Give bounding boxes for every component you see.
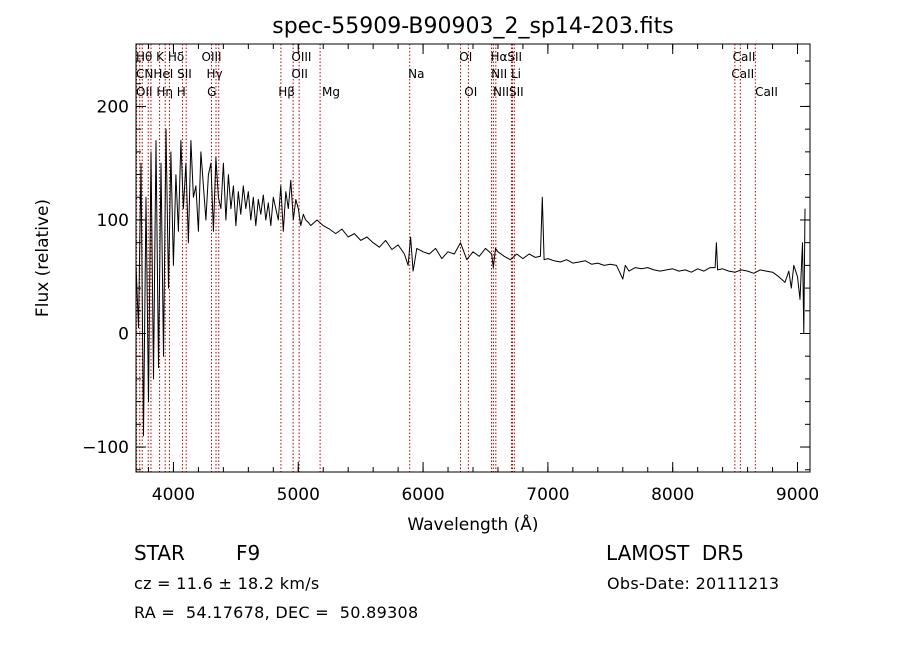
line-marker-label: CaII: [755, 85, 778, 99]
line-marker-label: Hγ: [207, 67, 223, 81]
coordinates-readout: RA = 54.17678, DEC = 50.89308: [134, 603, 419, 622]
y-tick-label: 0: [118, 324, 129, 344]
line-marker-label: G: [207, 85, 216, 99]
line-marker-label: Mg: [322, 85, 340, 99]
x-tick-label: 4000: [152, 485, 195, 505]
line-marker-label: OI: [459, 50, 472, 64]
x-tick-label: 8000: [651, 485, 694, 505]
survey-label: LAMOST DR5: [606, 541, 744, 565]
line-marker-label: CNHeI SII: [136, 67, 192, 81]
line-marker-label: NIISII: [493, 85, 524, 99]
line-marker-label: Na: [408, 67, 424, 81]
y-tick-label: 100: [97, 211, 129, 231]
chart-title: spec-55909-B90903_2_sp14-203.fits: [272, 14, 674, 39]
x-tick-label: 9000: [776, 485, 819, 505]
line-marker-label: HαSII: [490, 50, 522, 64]
x-tick-label: 5000: [277, 485, 320, 505]
spectrum-line: [135, 128, 806, 437]
line-marker-label: OI: [464, 85, 477, 99]
line-marker-label: Hθ K Hδ: [136, 50, 184, 64]
object-class: STAR: [134, 541, 185, 565]
y-tick-label: 200: [97, 97, 129, 117]
velocity-readout: cz = 11.6 ± 18.2 km/s: [134, 574, 320, 593]
plot-frame: [135, 43, 811, 473]
line-marker-label: OII Hη H: [136, 85, 186, 99]
line-marker-label: OIII: [202, 50, 222, 64]
y-axis-label: Flux (relative): [33, 199, 53, 317]
spectral-subclass: F9: [236, 541, 261, 565]
y-tick-label: −100: [82, 438, 129, 458]
line-marker-label: CaII: [731, 67, 754, 81]
line-marker-label: Hβ: [278, 85, 295, 99]
line-marker-label: CaII: [733, 50, 756, 64]
obs-date: Obs-Date: 20111213: [607, 574, 780, 593]
x-tick-label: 6000: [401, 485, 444, 505]
line-marker-label: NII Li: [491, 67, 521, 81]
line-marker-label: OIII: [291, 50, 311, 64]
line-marker-label: OII: [291, 67, 308, 81]
x-tick-label: 7000: [526, 485, 569, 505]
x-axis-label: Wavelength (Å): [407, 513, 538, 535]
